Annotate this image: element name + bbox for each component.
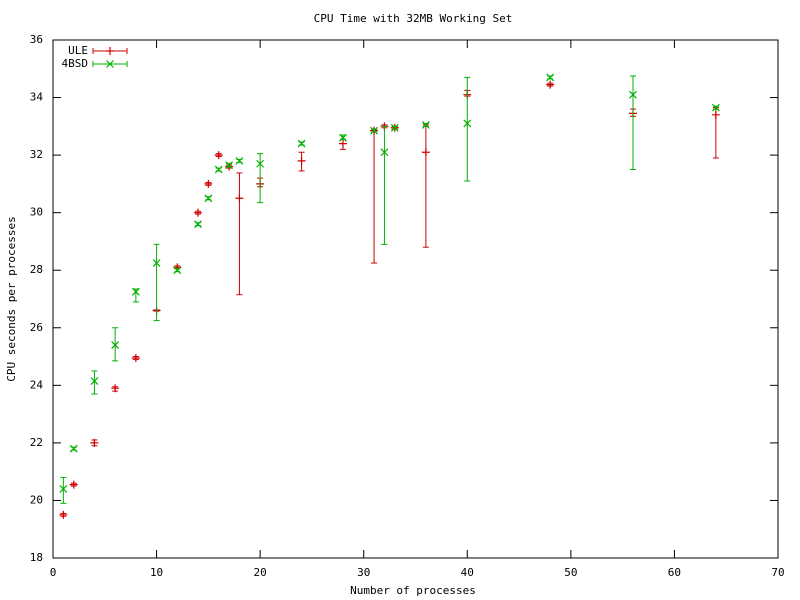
point-marker [214, 165, 223, 174]
point-marker [297, 139, 306, 148]
plot-frame [52, 39, 779, 559]
point-marker [421, 120, 430, 129]
x-tick-label: 70 [771, 566, 784, 579]
point-marker [111, 384, 120, 393]
point-marker [463, 119, 472, 128]
point-marker [546, 73, 555, 82]
y-tick-label: 36 [30, 33, 43, 46]
point-marker [225, 161, 233, 170]
y-axis-label: CPU seconds per processes [5, 216, 18, 382]
point-marker [131, 287, 140, 296]
x-tick-label: 20 [254, 566, 267, 579]
point-marker [235, 194, 244, 203]
point-marker [370, 126, 378, 135]
x-tick-label: 0 [50, 566, 57, 579]
point-marker [546, 80, 555, 89]
point-marker [297, 156, 306, 165]
point-marker [629, 90, 637, 99]
y-tick-label: 18 [30, 551, 43, 564]
x-tick-label: 60 [668, 566, 681, 579]
y-tick-label: 24 [30, 378, 44, 391]
legend-label: 4BSD [62, 57, 89, 70]
point-marker [256, 159, 265, 168]
point-marker [90, 377, 99, 385]
point-marker [711, 103, 720, 112]
point-marker [152, 259, 161, 267]
point-marker [173, 266, 182, 275]
point-marker [339, 133, 347, 142]
point-marker [380, 148, 389, 157]
point-marker [194, 208, 202, 217]
point-marker [131, 353, 140, 362]
y-tick-label: 20 [30, 493, 43, 506]
point-marker [214, 151, 223, 160]
legend-label: ULE [68, 44, 88, 57]
x-tick-label: 50 [564, 566, 577, 579]
point-marker [69, 480, 78, 489]
point-marker [204, 179, 213, 188]
point-marker [111, 341, 120, 349]
point-marker [90, 438, 99, 447]
point-marker [711, 110, 720, 119]
point-marker [421, 148, 430, 157]
y-tick-label: 28 [30, 263, 43, 276]
point-marker [194, 220, 202, 229]
point-marker [235, 156, 244, 165]
y-tick-label: 26 [30, 321, 43, 334]
y-tick-label: 34 [30, 91, 44, 104]
legend-marker [106, 60, 114, 68]
point-marker [339, 139, 347, 148]
legend-marker [106, 47, 114, 55]
x-tick-label: 40 [461, 566, 474, 579]
y-tick-label: 32 [30, 148, 43, 161]
point-marker [69, 444, 78, 453]
chart-title: CPU Time with 32MB Working Set [314, 12, 513, 25]
x-tick-label: 10 [150, 566, 163, 579]
x-tick-label: 30 [357, 566, 370, 579]
point-marker [59, 510, 68, 519]
point-marker [390, 123, 399, 132]
point-marker [204, 194, 213, 203]
y-tick-label: 22 [30, 436, 43, 449]
point-marker [59, 485, 68, 493]
y-tick-label: 30 [30, 206, 43, 219]
x-axis-label: Number of processes [350, 584, 476, 597]
